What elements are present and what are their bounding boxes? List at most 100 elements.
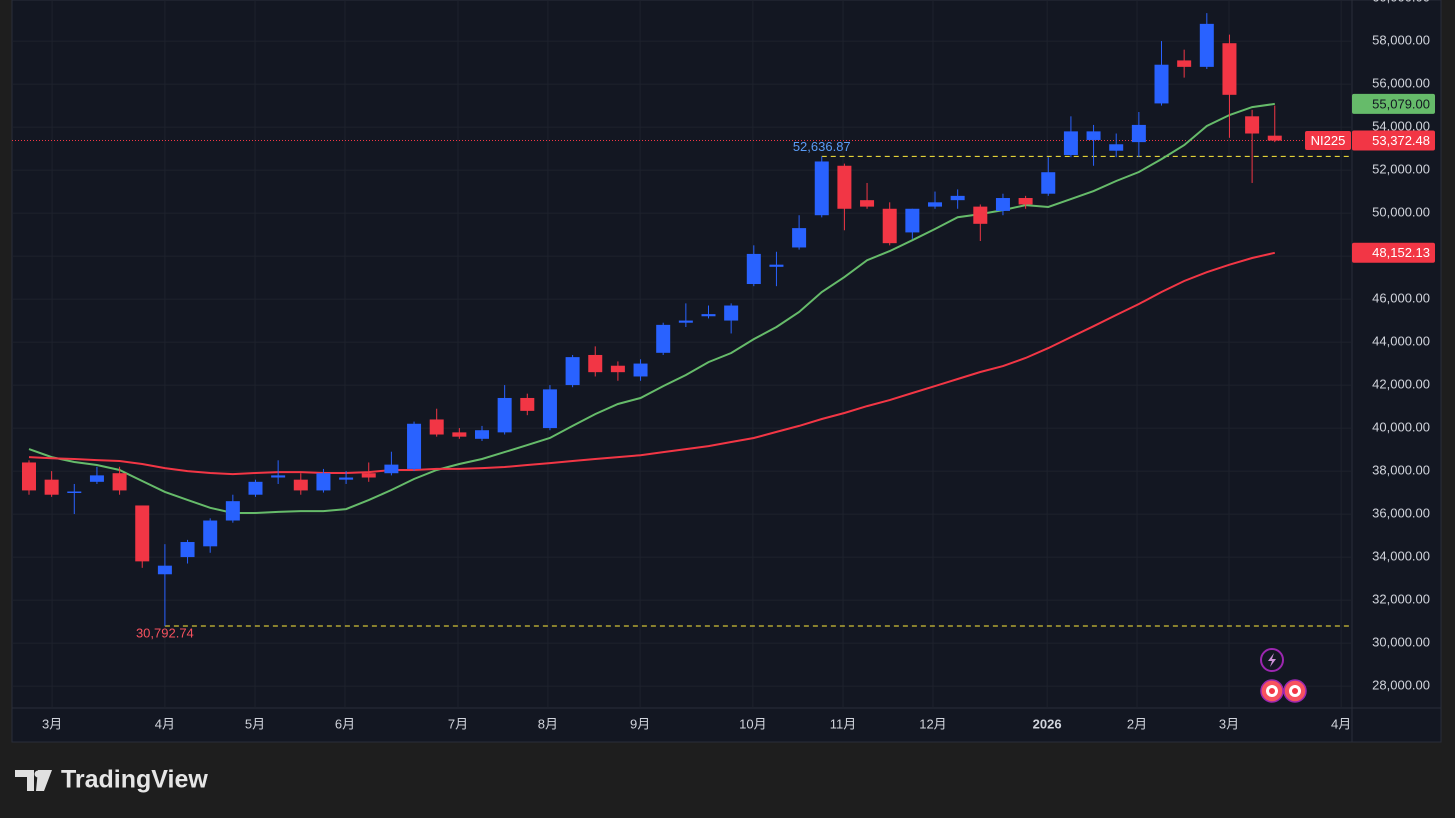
candle-body: [67, 491, 82, 493]
candle-body: [588, 354, 603, 373]
candle-body: [678, 320, 693, 323]
candle-body: [769, 264, 784, 267]
candle-body: [316, 473, 331, 491]
last-price-label-box: [1352, 130, 1435, 151]
candle-body: [973, 206, 988, 224]
candle-body: [1222, 43, 1237, 95]
y-tick-label: 56,000.00: [1372, 76, 1430, 91]
candle-body: [928, 202, 943, 207]
moving-average: [28, 251, 1276, 476]
candle-body: [610, 365, 625, 373]
symbol-box: [1305, 131, 1351, 151]
candle-body: [112, 473, 127, 491]
x-tick-label: 4月: [1331, 716, 1351, 731]
candle-body: [1131, 124, 1146, 143]
candle-body: [474, 430, 489, 439]
annotation-label: 30,792.74: [136, 625, 194, 640]
candle-body: [293, 479, 308, 491]
candle-body: [1199, 23, 1214, 67]
last-price-label: 53,372.48: [1372, 133, 1430, 148]
symbol-label: NI225: [1311, 133, 1346, 148]
x-tick-label: 6月: [335, 716, 355, 731]
x-tick-label: 5月: [245, 716, 265, 731]
candle-body: [89, 475, 104, 482]
candle-body: [44, 479, 59, 495]
candle-body: [860, 200, 875, 207]
candle-body: [1063, 131, 1078, 156]
candle-body: [882, 208, 897, 244]
y-tick-label: 30,000.00: [1372, 635, 1430, 650]
candle-body: [520, 397, 535, 411]
candle-body: [814, 161, 829, 216]
candle-body: [950, 195, 965, 201]
candle-body: [384, 464, 399, 474]
candle-body: [407, 423, 422, 469]
y-tick-label: 36,000.00: [1372, 506, 1430, 521]
axes: 28,000.00 30,000.00 32,000.00 34,000.00 36,0…: [42, 0, 1435, 731]
grid: [12, 0, 1352, 708]
candle-body: [361, 473, 376, 478]
x-tick-label: 8月: [538, 716, 558, 731]
ma-price-label: 55,079.00: [1372, 96, 1430, 111]
candle-body: [1245, 116, 1260, 134]
y-tick-label: 44,000.00: [1372, 334, 1430, 349]
x-tick-label: 7月: [448, 716, 468, 731]
logo-text: TradingView: [61, 766, 208, 794]
candle-body: [135, 505, 150, 562]
x-tick-label: 2026: [1033, 716, 1062, 731]
x-tick-label: 11月: [830, 716, 857, 731]
logo[interactable]: TradingView: [15, 766, 208, 794]
candle-body: [1267, 135, 1282, 141]
x-tick-label: 10月: [739, 716, 766, 731]
y-tick-label: 32,000.00: [1372, 592, 1430, 607]
x-tick-label: 12月: [919, 716, 946, 731]
y-tick-label: 28,000.00: [1372, 678, 1430, 693]
candle-body: [157, 565, 172, 575]
y-tick-label: 38,000.00: [1372, 463, 1430, 478]
candle-body: [339, 477, 354, 480]
candle-body: [905, 208, 920, 233]
logo-dot: [34, 770, 42, 778]
candle-body: [225, 501, 240, 521]
candle-body: [21, 462, 36, 491]
ma-price-label: 48,152.13: [1372, 245, 1430, 260]
candle-body: [746, 253, 761, 285]
y-tick-label: 50,000.00: [1372, 205, 1430, 220]
candle-body: [724, 305, 739, 321]
candle-body: [1041, 172, 1056, 194]
annotation-label: 52,636.87: [793, 139, 851, 154]
candle-body: [1109, 144, 1124, 151]
candle-body: [837, 165, 852, 209]
candle-body: [633, 363, 648, 377]
candle-body: [452, 432, 467, 437]
x-tick-label: 3月: [1219, 716, 1239, 731]
y-tick-label: 34,000.00: [1372, 549, 1430, 564]
candle-body: [203, 520, 218, 547]
candle-body: [497, 397, 512, 433]
x-tick-label: 9月: [630, 716, 650, 731]
candle-body: [701, 314, 716, 317]
candle-body: [995, 198, 1010, 211]
candle-body: [565, 357, 580, 386]
y-tick-label: 54,000.00: [1372, 119, 1430, 134]
candle-body: [1154, 64, 1169, 104]
y-tick-label: 46,000.00: [1372, 291, 1430, 306]
ma-price-label-box: [1352, 93, 1435, 114]
candle-body: [792, 228, 807, 248]
candle-body: [1177, 60, 1192, 67]
y-tick-label: 60,000.00: [1372, 0, 1430, 5]
x-tick-label: 4月: [155, 716, 175, 731]
y-tick-label: 52,000.00: [1372, 162, 1430, 177]
candle-body: [429, 419, 444, 435]
candle-body: [542, 389, 557, 429]
event-icons[interactable]: [1260, 648, 1307, 703]
x-tick-label: 3月: [42, 716, 62, 731]
candle-body: [656, 324, 671, 353]
logo-mark: [15, 770, 52, 791]
plot-area: 52,636.87 30,792.74: [12, 13, 1352, 640]
chart-panel: [11, 0, 1442, 743]
candle-body: [1086, 131, 1101, 140]
candle-body: [248, 481, 263, 495]
y-tick-label: 58,000.00: [1372, 33, 1430, 48]
